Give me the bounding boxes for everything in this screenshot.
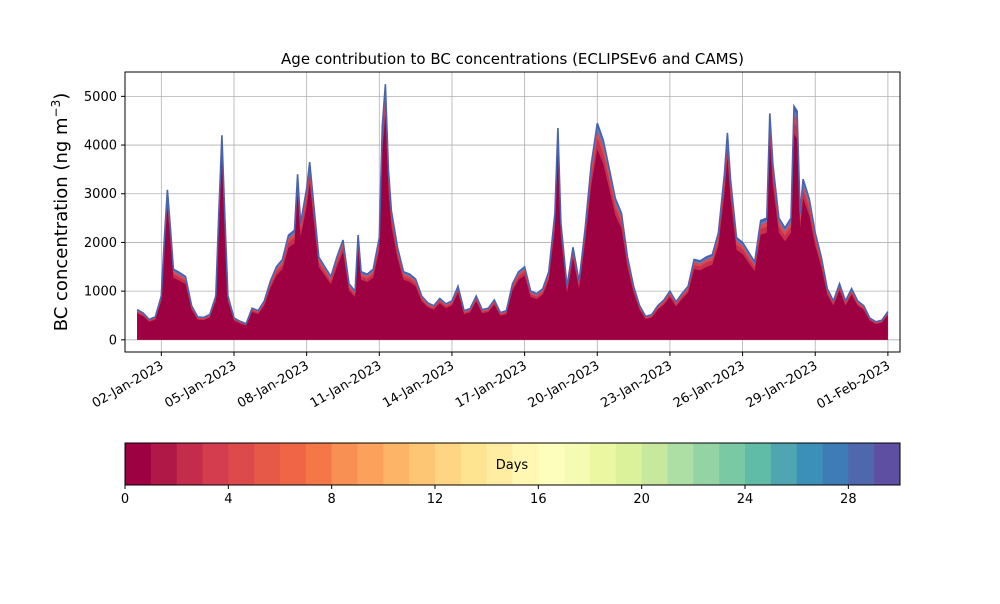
colorbar-bin [874,443,901,485]
colorbar-bin [280,443,307,485]
colorbar-bin [693,443,720,485]
colorbar-tick-label: 4 [224,492,232,507]
colorbar-bin [305,443,333,485]
plot-area [124,71,901,353]
x-tick-label: 23-Jan-2023 [598,358,675,411]
y-tick-label: 0 [109,333,117,348]
y-axis-label-main: BC concentration (ng m [51,117,72,331]
age-layer-area [137,114,888,340]
x-tick-label: 17-Jan-2023 [453,358,530,411]
colorbar-bin [641,443,668,485]
x-tick-label: 02-Jan-2023 [90,358,167,411]
chart-title: Age contribution to BC concentrations (E… [281,50,744,68]
colorbar-tick-label: 20 [633,492,650,507]
colorbar-bin [383,443,410,485]
y-axis: 0 1000 2000 3000 4000 5000 [84,90,125,348]
x-tick-label: 20-Jan-2023 [526,358,603,411]
x-tick-label: 01-Feb-2023 [814,358,893,412]
colorbar-bin [228,443,255,485]
y-tick-label: 2000 [84,236,117,251]
colorbar-tick-label: 12 [427,492,444,507]
colorbar-title: Days [496,458,529,473]
colorbar-bin [254,443,281,485]
colorbar-bin [796,443,823,485]
x-axis: 02-Jan-202305-Jan-202308-Jan-202311-Jan-… [90,352,893,412]
colorbar-bin [486,443,513,485]
x-tick-label: 05-Jan-2023 [162,358,239,411]
colorbar-bin [512,443,539,485]
colorbar-bin [719,443,746,485]
colorbar-tick-label: 16 [530,492,547,507]
colorbar-bin [538,443,565,485]
colorbar-bin [435,443,462,485]
x-tick-label: 08-Jan-2023 [235,358,312,411]
colorbar-bin [125,443,152,485]
colorbar-tick-label: 0 [121,492,129,507]
total-concentration-line [136,84,889,325]
colorbar-bin [615,443,643,485]
y-axis-label-close: ) [51,93,72,100]
y-tick-label: 1000 [84,285,117,300]
stacked-area-layer [136,84,889,340]
colorbar-bin [822,443,849,485]
y-tick-label: 4000 [84,139,117,154]
colorbar-tick-label: 28 [840,492,857,507]
x-tick-label: 26-Jan-2023 [671,358,748,411]
colorbar-frame [124,442,901,486]
colorbar-bin [745,443,772,485]
colorbar-bin [848,443,875,485]
y-axis-label: BC concentration (ng m−3) [49,93,72,332]
colorbar-bin [667,443,694,485]
colorbar [125,443,901,485]
colorbar-bin [202,443,229,485]
colorbar-bin [564,443,591,485]
y-tick-label: 5000 [84,90,117,105]
colorbar-tick-label: 8 [328,492,336,507]
colorbar-bin [409,443,436,485]
colorbar-bin [150,443,178,485]
x-tick-label: 11-Jan-2023 [308,358,385,411]
y-axis-label-superscript: −3 [49,100,63,118]
y-tick-label: 3000 [84,187,117,202]
colorbar-bin [460,443,488,485]
colorbar-bin [176,443,203,485]
colorbar-tick-label: 24 [737,492,754,507]
x-tick-label: 29-Jan-2023 [744,358,821,411]
x-tick-label: 14-Jan-2023 [380,358,457,411]
colorbar-axis: 0 4 8 12 16 20 24 28 [121,485,857,507]
colorbar-bin [331,443,358,485]
colorbar-bin [357,443,384,485]
colorbar-bin [590,443,617,485]
colorbar-bin [770,443,798,485]
